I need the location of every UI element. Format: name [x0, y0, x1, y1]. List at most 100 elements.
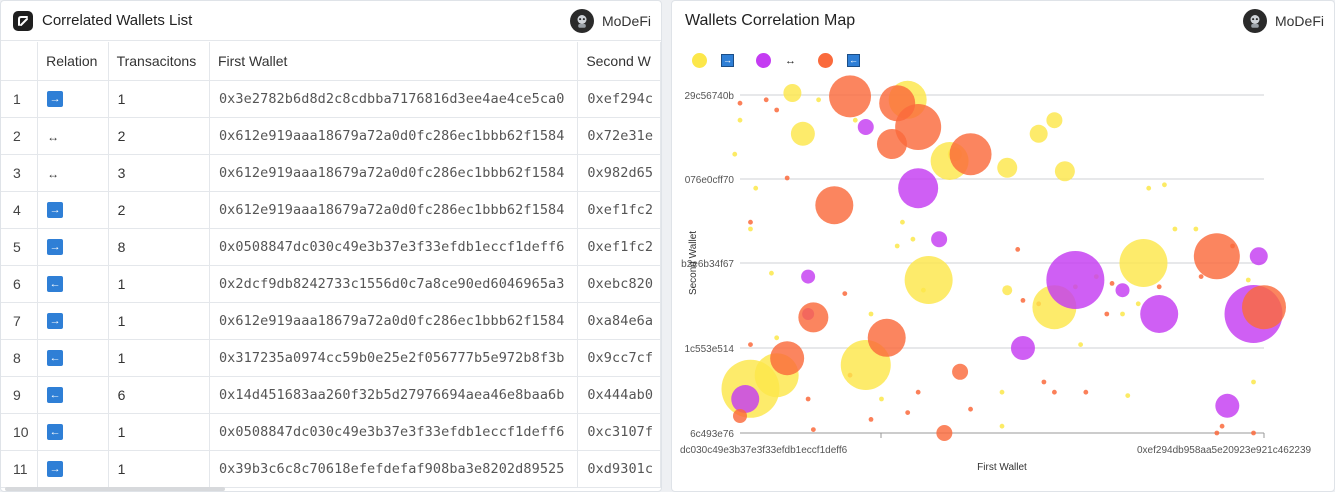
- transactions-cell: 1: [108, 302, 210, 340]
- panel-header: Wallets Correlation Map MoDeFi: [672, 1, 1334, 41]
- data-bubble: [1010, 336, 1035, 360]
- data-bubble: [1046, 251, 1105, 309]
- y-axis-label: Second Wallet: [688, 231, 699, 295]
- transactions-cell: 1: [108, 339, 210, 377]
- data-dot: [999, 389, 1005, 395]
- data-bubble: [1119, 239, 1168, 287]
- table-row[interactable]: 4 → 2 0x612e919aaa18679a72a0d0fc286ec1bbb62…: [1, 191, 661, 229]
- table-row[interactable]: 9 ← 6 0x14d451683aa260f32b5d27976694aea46e8…: [1, 376, 661, 414]
- data-dot: [737, 117, 743, 123]
- relation-cell: ←: [37, 265, 109, 303]
- data-dot: [748, 342, 753, 347]
- legend-item[interactable]: ←: [818, 53, 860, 68]
- data-bubble: [731, 385, 760, 413]
- second-wallet-cell: 0x72e31e: [577, 117, 661, 155]
- data-bubble: [857, 119, 874, 135]
- row-index: 10: [1, 413, 39, 451]
- data-dot: [1251, 430, 1256, 436]
- table-row[interactable]: 7 → 1 0x612e919aaa18679a72a0d0fc286ec1bbb62…: [1, 302, 661, 340]
- transactions-cell: 1: [108, 413, 210, 451]
- data-dot: [1198, 274, 1204, 279]
- data-bubble: [1046, 112, 1063, 129]
- data-bubble: [829, 75, 872, 118]
- brand[interactable]: MoDeFi: [569, 8, 651, 33]
- data-dot: [852, 117, 858, 123]
- table-row[interactable]: 5 → 8 0x0508847dc030c49e3b37e3f33efdb1eccf1…: [1, 228, 661, 266]
- data-bubble: [879, 85, 916, 122]
- data-dot: [737, 100, 743, 106]
- column-header[interactable]: Second W: [577, 42, 661, 81]
- brand[interactable]: MoDeFi: [1242, 9, 1324, 33]
- y-tick-label: 29c56740b: [685, 91, 735, 102]
- legend-color-dot: [818, 53, 833, 68]
- arrow-left-icon: ←: [47, 387, 64, 404]
- relation-cell: ↔: [37, 117, 109, 155]
- table-row[interactable]: 8 ← 1 0x317235a0974cc59b0e25e2f056777b5e972…: [1, 339, 661, 377]
- legend-color-dot: [756, 53, 771, 68]
- data-dot: [1104, 311, 1110, 317]
- arrow-right-icon: →: [47, 239, 64, 256]
- data-bubble: [798, 302, 829, 333]
- data-bubble: [770, 341, 805, 376]
- data-dot: [1251, 379, 1256, 385]
- y-tick-label: 1c553e514: [685, 344, 735, 355]
- data-dot: [1135, 301, 1141, 307]
- column-header[interactable]: First Wallet: [209, 42, 579, 81]
- chart-legend: → ↔ ←: [692, 53, 882, 68]
- column-header[interactable]: Relation: [37, 42, 109, 81]
- second-wallet-cell: 0xebc820: [577, 265, 661, 303]
- table-row[interactable]: 2 ↔ 2 0x612e919aaa18679a72a0d0fc286ec1bbb62…: [1, 117, 661, 155]
- transactions-cell: 6: [108, 376, 210, 414]
- data-bubble: [898, 168, 939, 209]
- data-bubble: [904, 256, 953, 304]
- y-tick-label: b2e6b34f67: [681, 259, 734, 270]
- relation-cell: →: [37, 450, 109, 488]
- relation-cell: →: [37, 302, 109, 340]
- panel-header: Correlated Wallets List MoDeFi: [1, 1, 661, 41]
- data-dot: [868, 311, 874, 317]
- first-wallet-cell: 0x612e919aaa18679a72a0d0fc286ec1bbb62f15…: [209, 117, 579, 155]
- data-dot: [769, 270, 774, 276]
- relation-cell: →: [37, 80, 109, 118]
- data-dot: [1125, 393, 1131, 398]
- relation-cell: ←: [37, 413, 109, 451]
- data-bubble: [936, 425, 953, 441]
- data-dot: [732, 151, 738, 157]
- data-bubble: [1193, 233, 1240, 280]
- wallets-table: Relation Transacitons First Wallet Second W…: [1, 42, 661, 488]
- data-dot: [900, 219, 905, 225]
- second-wallet-cell: 0x444ab0: [577, 376, 661, 414]
- data-dot: [1245, 277, 1251, 283]
- first-wallet-cell: 0x0508847dc030c49e3b37e3f33efdb1eccf1def…: [209, 413, 579, 451]
- arrow-left-icon: ←: [47, 424, 64, 441]
- arrow-both-icon: ↔: [47, 129, 60, 144]
- second-wallet-cell: 0xef1fc2: [577, 191, 661, 229]
- data-bubble: [1215, 393, 1240, 418]
- relation-cell: ←: [37, 376, 109, 414]
- table-row[interactable]: 1 → 1 0x3e2782b6d8d2c8cdbba7176816d3ee4ae4c…: [1, 80, 661, 118]
- legend-item[interactable]: →: [692, 53, 734, 68]
- data-dot: [763, 97, 769, 103]
- arrow-both-icon: ↔: [785, 54, 796, 67]
- row-index: 1: [1, 80, 39, 118]
- row-index: 8: [1, 339, 39, 377]
- data-dot: [810, 427, 816, 432]
- horizontal-scrollbar[interactable]: [5, 487, 225, 491]
- table-row[interactable]: 6 ← 1 0x2dcf9db8242733c1556d0c7a8ce90ed6046…: [1, 265, 661, 303]
- transactions-cell: 1: [108, 450, 210, 488]
- column-header[interactable]: [1, 42, 39, 81]
- first-wallet-cell: 0x0508847dc030c49e3b37e3f33efdb1eccf1def…: [209, 228, 579, 266]
- arrow-right-icon: →: [47, 461, 64, 478]
- legend-item[interactable]: ↔: [756, 53, 796, 68]
- data-dot: [784, 175, 790, 181]
- first-wallet-cell: 0x14d451683aa260f32b5d27976694aea46e8baa…: [209, 376, 579, 414]
- column-header[interactable]: Transacitons: [108, 42, 210, 81]
- table-row[interactable]: 10 ← 1 0x0508847dc030c49e3b37e3f33efdb1eccf…: [1, 413, 661, 451]
- row-index: 11: [1, 450, 39, 488]
- row-index: 4: [1, 191, 39, 229]
- table-row[interactable]: 11 → 1 0x39b3c6c8c70618efefdefaf908ba3e8202…: [1, 450, 661, 488]
- relation-cell: ←: [37, 339, 109, 377]
- first-wallet-cell: 0x39b3c6c8c70618efefdefaf908ba3e8202d895…: [209, 450, 579, 488]
- table-row[interactable]: 3 ↔ 3 0x612e919aaa18679a72a0d0fc286ec1bbb62…: [1, 154, 661, 192]
- correlation-map-panel: Wallets Correlation Map MoDeFi → ↔ ← 29c56…: [671, 0, 1335, 492]
